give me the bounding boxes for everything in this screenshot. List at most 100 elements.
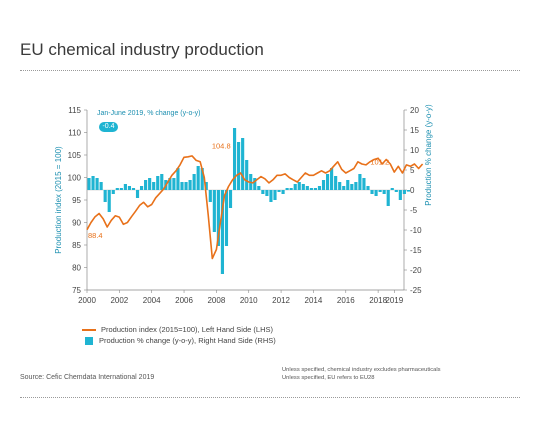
bar	[208, 190, 212, 202]
bar	[196, 166, 200, 190]
bar	[378, 190, 382, 192]
bar	[406, 190, 411, 192]
bar	[253, 178, 257, 190]
x-tick-label: 2004	[143, 296, 161, 305]
right-tick-label: -5	[410, 206, 418, 215]
x-tick-label: 2016	[337, 296, 355, 305]
annotation-peak-2008: 104.8	[212, 142, 231, 151]
bar	[390, 188, 394, 190]
bar	[277, 190, 281, 192]
left-tick-label: 110	[68, 129, 81, 138]
bar	[257, 186, 261, 190]
annotation-peak-2018: 101.2	[370, 157, 389, 166]
x-tick-label: 2012	[272, 296, 290, 305]
x-tick-label: 2006	[175, 296, 193, 305]
bar	[216, 190, 220, 246]
bar	[160, 174, 164, 190]
bar	[366, 186, 370, 190]
legend-line-entry: Production index (2015=100), Left Hand S…	[82, 324, 276, 335]
bar	[192, 174, 196, 190]
right-tick-label: 10	[410, 146, 419, 155]
bar	[103, 190, 107, 202]
bar	[180, 182, 184, 190]
legend-line-swatch	[82, 328, 96, 331]
bar	[220, 190, 225, 274]
bar	[200, 168, 204, 190]
right-axis-title: Production % change (y-o-y)	[424, 104, 433, 206]
bar	[152, 182, 156, 190]
footnotes: Unless specified, chemical industry excl…	[282, 366, 441, 382]
footnote-1: Unless specified, chemical industry excl…	[282, 367, 441, 373]
bar	[184, 182, 188, 190]
bar	[346, 180, 350, 190]
bar	[148, 178, 152, 190]
left-tick-label: 75	[72, 286, 81, 295]
bar	[398, 190, 402, 200]
bar	[334, 176, 338, 190]
bar	[358, 174, 362, 190]
bar	[354, 182, 358, 190]
left-tick-label: 105	[68, 151, 82, 160]
right-tick-label: -25	[410, 286, 422, 295]
bar	[95, 178, 99, 190]
bar	[99, 182, 103, 190]
left-tick-label: 80	[72, 264, 81, 273]
bar	[285, 188, 289, 190]
bar	[370, 190, 374, 194]
left-tick-label: 90	[72, 219, 81, 228]
x-tick-label: 2010	[240, 296, 258, 305]
right-tick-label: 20	[410, 106, 419, 115]
bar	[350, 184, 354, 190]
badge-value: -0.4	[99, 122, 118, 132]
bar	[188, 180, 192, 190]
bar	[301, 184, 305, 190]
bar	[313, 188, 318, 190]
x-tick-label: 2019	[385, 296, 403, 305]
left-tick-label: 95	[72, 196, 81, 205]
bar	[293, 184, 297, 190]
bar	[176, 168, 180, 190]
annotation-start: 88.4	[88, 231, 103, 240]
bar	[402, 190, 406, 194]
left-axis-title: Production index (2015 = 100)	[54, 146, 63, 254]
top-divider	[20, 70, 520, 71]
bar	[245, 160, 249, 190]
bar	[394, 190, 398, 192]
x-tick-label: 2018	[369, 296, 387, 305]
bar	[362, 178, 366, 190]
bar	[168, 178, 172, 190]
bar	[374, 190, 378, 196]
right-tick-label: -20	[410, 266, 422, 275]
source-note: Source: Cefic Chemdata International 201…	[20, 374, 155, 381]
bar	[228, 190, 233, 208]
bar	[237, 142, 241, 190]
bar	[111, 190, 115, 194]
legend: Production index (2015=100), Left Hand S…	[82, 324, 276, 346]
bar	[297, 182, 301, 190]
bar	[131, 188, 136, 190]
bar	[386, 190, 390, 206]
bar	[330, 168, 334, 190]
bar	[281, 190, 285, 194]
left-tick-label: 85	[72, 241, 81, 250]
bar	[115, 188, 119, 190]
right-tick-label: 5	[410, 166, 415, 175]
right-tick-label: -15	[410, 246, 422, 255]
right-tick-label: 15	[410, 126, 419, 135]
bar	[241, 138, 245, 190]
x-tick-label: 2002	[110, 296, 128, 305]
bar	[321, 180, 326, 190]
bar	[338, 182, 342, 190]
bottom-divider	[20, 397, 520, 398]
index-line	[86, 155, 424, 260]
x-tick-label: 2008	[207, 296, 225, 305]
right-tick-label: 0	[410, 186, 415, 195]
left-tick-label: 115	[68, 106, 81, 115]
bar	[212, 190, 216, 232]
bar	[317, 186, 322, 190]
legend-bar-label: Production % change (y-o-y), Right Hand …	[99, 336, 276, 345]
bar	[107, 190, 111, 212]
bar	[204, 182, 208, 190]
bar	[273, 190, 277, 200]
